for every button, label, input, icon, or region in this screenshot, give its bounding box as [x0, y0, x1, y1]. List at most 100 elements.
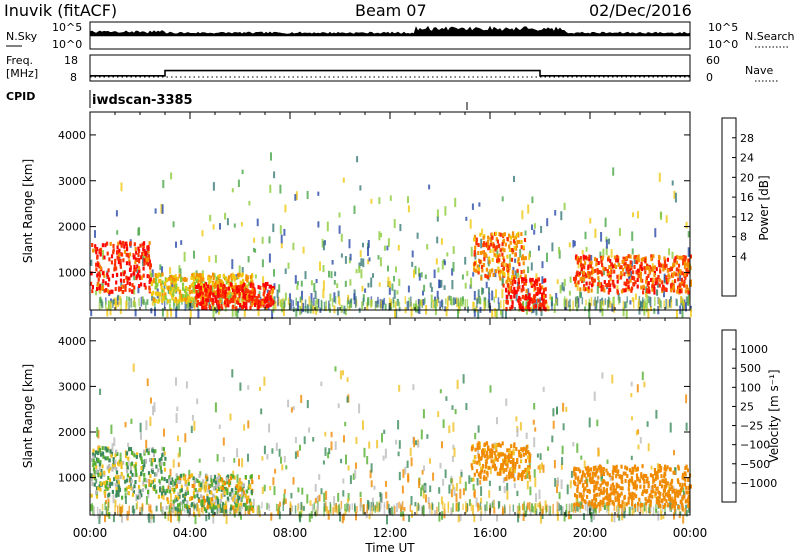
power-scatter-cell [388, 286, 391, 295]
power-region-cell [236, 286, 239, 291]
power-ground-cell [323, 301, 326, 311]
power-scatter-cell [588, 309, 591, 319]
power-region-cell [600, 270, 603, 275]
velocity-region-cell [237, 503, 240, 507]
velocity-y-tick-label: 2000 [58, 426, 86, 439]
velocity-region-cell [602, 487, 605, 491]
velocity-region-cell [134, 467, 137, 472]
power-ground-cell [128, 301, 130, 310]
velocity-region-cell [482, 451, 485, 456]
power-scatter-cell [329, 293, 332, 302]
velocity-region-cell [200, 494, 203, 499]
velocity-region-cell [624, 465, 627, 470]
power-region-cell [95, 262, 98, 267]
velocity-scatter-cell [572, 442, 575, 447]
velocity-region-cell [114, 459, 117, 464]
velocity-scatter-cell [300, 502, 303, 511]
power-scatter-cell [297, 301, 299, 312]
power-region-cell [609, 277, 612, 281]
velocity-region-cell [684, 477, 687, 482]
velocity-region-cell [507, 458, 510, 463]
velocity-region-cell [673, 488, 676, 493]
velocity-scatter-cell [593, 514, 596, 520]
power-scatter-cell [394, 309, 396, 318]
power-region-cell [144, 257, 148, 262]
velocity-region-cell [669, 493, 672, 498]
velocity-scatter-cell [343, 435, 345, 443]
power-region-cell [203, 283, 206, 288]
velocity-scatter-cell [324, 447, 327, 456]
power-region-cell [516, 259, 520, 264]
velocity-region-cell [204, 485, 208, 490]
velocity-region-cell [655, 496, 658, 501]
power-region-cell [544, 307, 547, 312]
power-region-cell [677, 285, 680, 290]
velocity-region-cell [600, 466, 603, 471]
power-region-cell [672, 286, 675, 291]
power-ground-cell [462, 297, 464, 305]
power-scatter-cell [434, 306, 437, 316]
power-region-cell [154, 285, 157, 290]
power-scatter-cell [488, 287, 490, 294]
velocity-region-cell [229, 492, 232, 497]
velocity-region-cell [155, 472, 158, 477]
power-ground-cell [140, 296, 143, 307]
power-scatter-cell [115, 210, 118, 217]
power-region-cell [179, 298, 182, 303]
velocity-region-cell [666, 493, 669, 498]
velocity-region-cell [237, 495, 241, 500]
power-scatter-cell [231, 259, 234, 270]
power-scatter-cell [248, 200, 251, 206]
velocity-colorbar-tick-label: −500 [740, 458, 770, 471]
velocity-scatter-cell [320, 488, 323, 495]
power-ground-cell [280, 300, 282, 307]
power-region-cell [502, 283, 505, 288]
velocity-region-cell [511, 463, 514, 468]
velocity-scatter-cell [519, 422, 522, 431]
power-region-cell [588, 271, 591, 276]
power-region-cell [486, 275, 489, 280]
velocity-scatter-cell [231, 369, 234, 378]
power-region-cell [518, 285, 521, 290]
power-region-cell [661, 280, 664, 285]
power-region-cell [118, 253, 121, 257]
power-region-cell [521, 256, 524, 261]
power-scatter-cell [514, 258, 517, 263]
velocity-region-cell [635, 473, 639, 478]
velocity-region-cell [219, 485, 222, 490]
velocity-ground-cell [351, 503, 354, 510]
power-region-cell [642, 284, 645, 289]
velocity-scatter-cell [250, 475, 253, 482]
velocity-region-cell [167, 500, 170, 504]
power-scatter-cell [407, 196, 409, 204]
velocity-region-cell [584, 466, 588, 471]
velocity-region-cell [244, 502, 247, 507]
power-region-cell [510, 248, 513, 253]
velocity-region-cell [203, 507, 207, 512]
power-heatmap [90, 152, 692, 320]
power-region-cell [534, 304, 537, 309]
velocity-ground-cell [588, 501, 591, 512]
power-scatter-cell [452, 297, 455, 306]
velocity-region-cell [527, 465, 530, 470]
power-scatter-cell [197, 309, 200, 318]
power-region-cell [106, 272, 109, 277]
power-region-cell [202, 300, 205, 305]
power-region-cell [96, 273, 99, 278]
power-scatter-cell [519, 249, 522, 258]
power-scatter-cell [495, 289, 497, 298]
power-region-cell [628, 272, 631, 277]
velocity-region-cell [508, 475, 511, 480]
power-region-cell [225, 280, 228, 285]
velocity-scatter-cell [184, 433, 187, 443]
power-region-cell [119, 258, 122, 263]
power-region-cell [652, 254, 655, 259]
power-region-cell [609, 274, 612, 279]
power-region-cell [484, 273, 487, 278]
velocity-scatter-cell [647, 443, 650, 452]
power-scatter-cell [665, 215, 668, 223]
power-scatter-cell [224, 212, 227, 220]
power-region-cell [224, 303, 227, 308]
power-region-cell [502, 238, 505, 243]
